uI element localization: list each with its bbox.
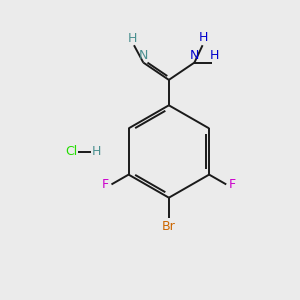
Text: H: H xyxy=(128,32,137,45)
Text: H: H xyxy=(199,31,208,44)
Text: Br: Br xyxy=(162,220,176,232)
Text: N: N xyxy=(139,49,148,62)
Text: Cl: Cl xyxy=(65,145,77,158)
Text: H: H xyxy=(92,145,101,158)
Text: H: H xyxy=(209,49,219,62)
Text: N: N xyxy=(190,49,199,62)
Text: F: F xyxy=(229,178,236,191)
Text: F: F xyxy=(102,178,109,191)
